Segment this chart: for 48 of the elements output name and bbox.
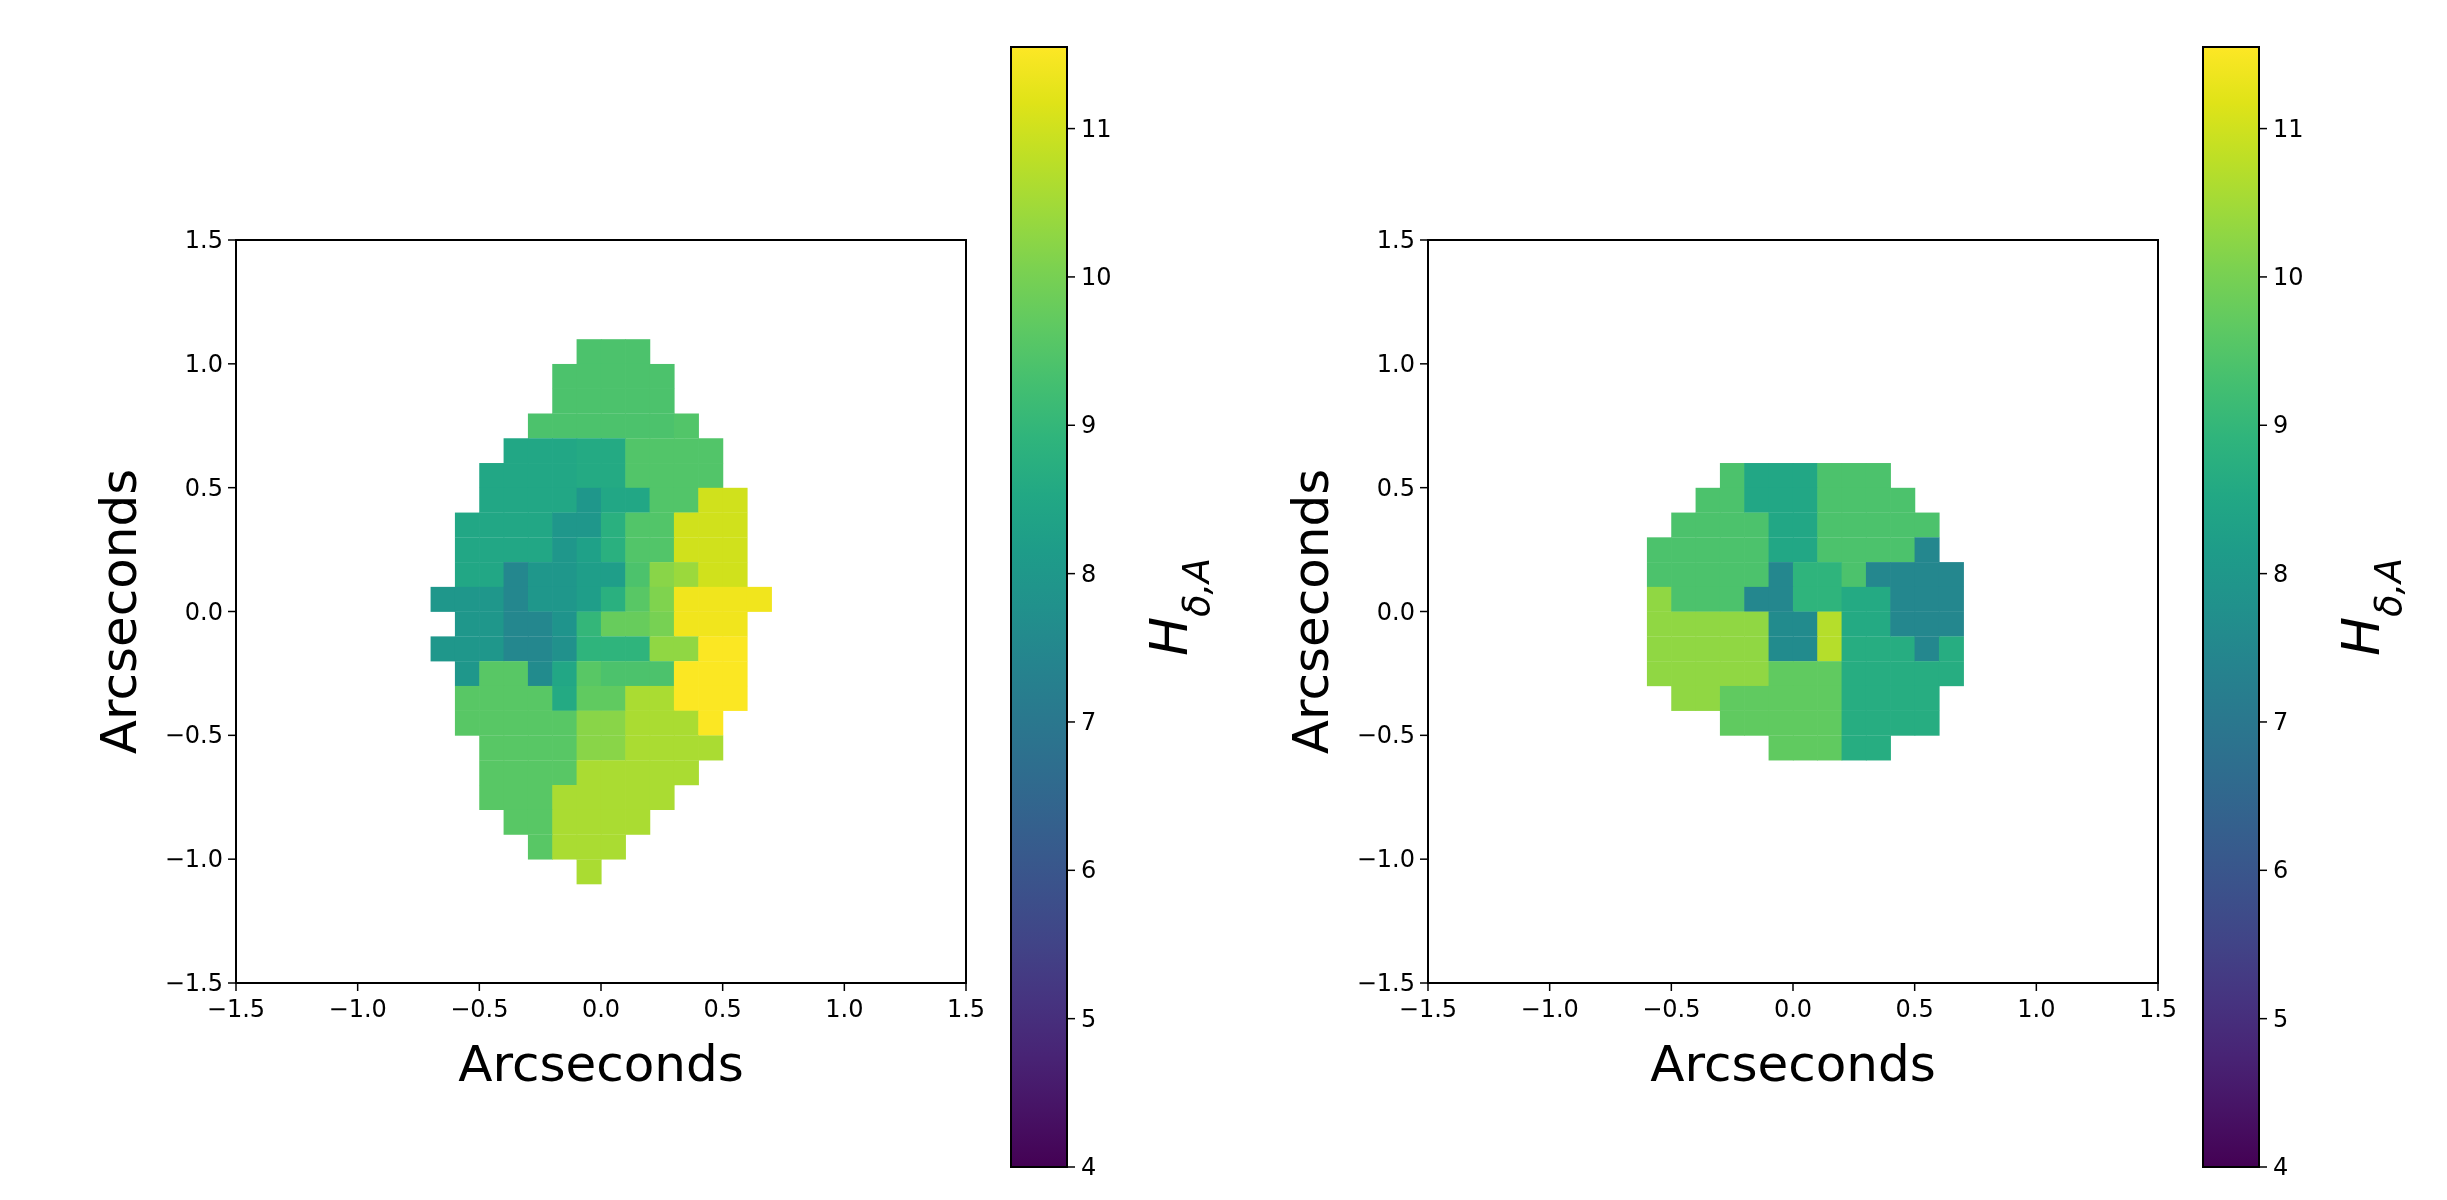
color-bar-label: 8 <box>1081 559 1097 588</box>
y-tick-label: 1.0 <box>184 349 223 378</box>
y-tick-label: −1.5 <box>164 969 223 997</box>
color-bar-label: 4 <box>1081 1153 1097 1181</box>
x-tick-label: 1.0 <box>2017 995 2056 1023</box>
x-tick-label: 1.0 <box>825 995 864 1023</box>
x-tick-label: −0.5 <box>450 995 509 1023</box>
y-tick-label: −1.5 <box>1356 969 1415 997</box>
color-bar-label: 11 <box>1081 114 1112 143</box>
color-bar-label: 10 <box>2273 262 2304 291</box>
x-tick-label: −0.5 <box>1642 995 1701 1023</box>
color-bar-label: 10 <box>1081 262 1112 291</box>
y-tick-label: 1.5 <box>184 226 223 254</box>
x-axis-title: Arcseconds <box>458 1035 744 1093</box>
x-tick-label: −1.5 <box>1398 995 1458 1023</box>
y-tick-label: 0.0 <box>184 597 223 626</box>
y-axis-title: Arcseconds <box>1282 468 1340 755</box>
y-tick-label: 0.5 <box>184 473 223 502</box>
color-bar-label: 5 <box>2273 1004 2289 1033</box>
x-tick-label: −1.0 <box>328 995 387 1023</box>
y-tick-label: −1.0 <box>164 845 223 874</box>
y-tick-label: 0.0 <box>1376 597 1415 626</box>
y-tick-label: −1.0 <box>1356 845 1415 874</box>
y-tick-label: 0.5 <box>1376 473 1415 502</box>
color-bar-label: 8 <box>2273 559 2289 588</box>
x-tick-label: 0.5 <box>1895 995 1934 1023</box>
x-tick-label: 0.0 <box>581 995 621 1023</box>
x-tick-label: 0.5 <box>703 995 742 1023</box>
color-bar-label: 5 <box>1081 1004 1097 1033</box>
y-tick-label: −0.5 <box>1356 721 1415 750</box>
y-tick-label: 1.0 <box>1376 349 1415 378</box>
x-tick-label: 1.5 <box>946 995 986 1023</box>
y-axis-title: Arcseconds <box>90 468 148 755</box>
color-bar-label: 11 <box>2273 114 2304 143</box>
color-bar-label: 7 <box>1081 707 1097 736</box>
color-bar-label: 9 <box>2273 411 2289 440</box>
color-bar-label: 4 <box>2273 1153 2289 1181</box>
color-bar-label: 7 <box>2273 707 2289 736</box>
x-tick-label: −1.5 <box>206 995 266 1023</box>
y-tick-label: −0.5 <box>164 721 223 750</box>
color-bar-label: 6 <box>1081 856 1097 885</box>
x-tick-label: 1.5 <box>2138 995 2178 1023</box>
color-bar-label: 6 <box>2273 856 2289 885</box>
y-tick-label: 1.5 <box>1376 226 1415 254</box>
x-tick-label: −1.0 <box>1520 995 1579 1023</box>
x-axis-title: Arcseconds <box>1650 1035 1936 1093</box>
color-bar-label: 9 <box>1081 411 1097 440</box>
x-tick-label: 0.0 <box>1773 995 1813 1023</box>
